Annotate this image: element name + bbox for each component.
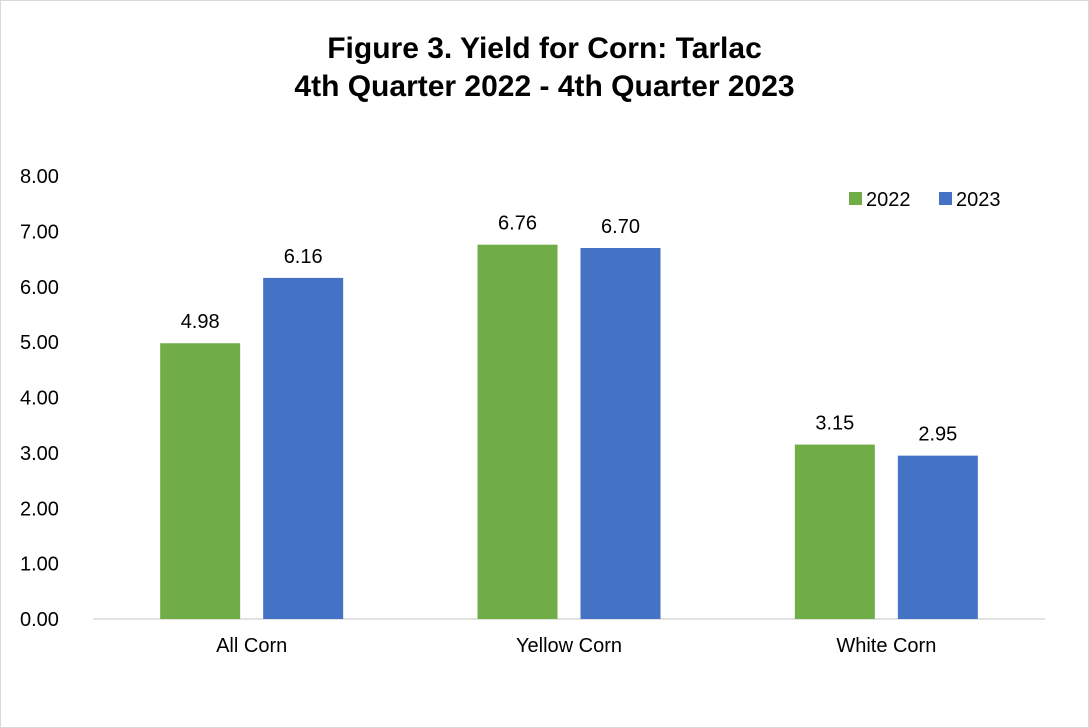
legend-label: 2023	[956, 189, 1001, 211]
bar-2022	[477, 244, 558, 620]
x-tick-label: Yellow Corn	[516, 635, 622, 657]
y-tick-label: 3.00	[20, 443, 59, 465]
y-tick-label: 8.00	[20, 166, 59, 188]
data-label: 3.15	[815, 413, 854, 435]
y-tick-label: 4.00	[20, 388, 59, 410]
chart-title-line-1: Figure 3. Yield for Corn: Tarlac	[327, 32, 762, 65]
bar-2023	[897, 455, 978, 619]
x-tick-label: All Corn	[216, 635, 287, 657]
chart-title: Figure 3. Yield for Corn: Tarlac 4th Qua…	[0, 30, 1089, 106]
y-tick-label: 1.00	[20, 554, 59, 576]
bar-2023	[580, 247, 661, 620]
bar-2023	[263, 277, 344, 619]
y-tick-label: 5.00	[20, 332, 59, 354]
bar-2022	[160, 343, 241, 619]
y-tick-label: 0.00	[20, 609, 59, 631]
y-tick-label: 2.00	[20, 498, 59, 520]
data-label: 4.98	[181, 311, 220, 333]
legend-swatch-2022	[849, 192, 862, 205]
data-label: 6.16	[284, 246, 323, 268]
data-label: 6.70	[601, 216, 640, 238]
legend-label: 2022	[866, 189, 911, 211]
chart-title-line-2: 4th Quarter 2022 - 4th Quarter 2023	[294, 70, 795, 103]
x-tick-label: White Corn	[836, 635, 936, 657]
data-label: 2.95	[918, 424, 957, 446]
y-tick-label: 6.00	[20, 277, 59, 299]
legend-swatch-2023	[939, 192, 952, 205]
data-label: 6.76	[498, 213, 537, 235]
y-tick-label: 7.00	[20, 221, 59, 243]
bar-2022	[794, 444, 875, 619]
